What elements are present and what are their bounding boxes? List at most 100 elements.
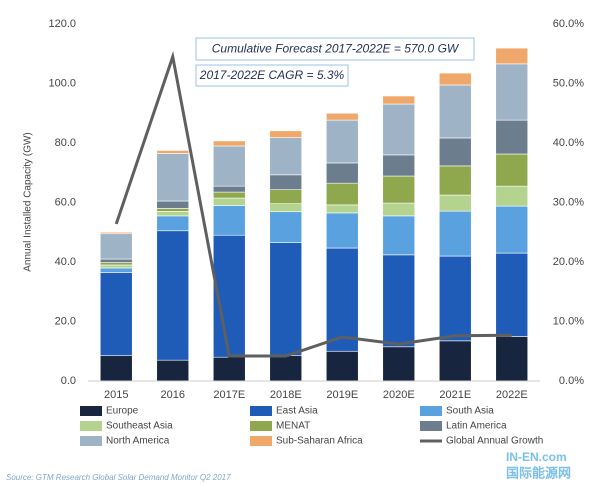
legend-label: South Asia: [446, 406, 494, 417]
bar-segment: [325, 112, 359, 121]
legend-label: Sub-Saharan Africa: [276, 436, 363, 447]
y-tick-label: 60.0: [55, 196, 76, 208]
growth-line: [114, 50, 512, 358]
y2-tick-label: 30.0%: [553, 196, 584, 208]
legend-label: Latin America: [446, 421, 507, 432]
x-tick-label: 2021E: [439, 389, 471, 401]
bar-segment: [382, 154, 416, 177]
bar-segment: [382, 175, 416, 204]
y-tick-label: 80.0: [55, 137, 76, 149]
y-tick-label: 40.0: [55, 256, 76, 268]
bar-segment: [495, 336, 529, 382]
y-tick-label: 120.0: [48, 18, 76, 30]
y-axis-label: Annual Installed Capacity (GW): [23, 132, 34, 272]
y2-tick-label: 0.0%: [559, 375, 584, 387]
watermark: IN-EN.com: [506, 450, 567, 464]
y-tick-label: 0.0: [61, 375, 76, 387]
bar-segment: [382, 103, 416, 156]
bar-segment: [269, 137, 303, 176]
bar-segment: [382, 254, 416, 348]
bar-segment: [156, 208, 190, 212]
bar-segment: [156, 211, 190, 217]
bar-segment: [99, 262, 133, 266]
bar-segment: [156, 230, 190, 361]
bar-segment: [212, 205, 246, 236]
bar-segment: [212, 197, 246, 206]
bar-segment: [156, 200, 190, 209]
bar-segment: [495, 153, 529, 187]
bar-segment: [269, 203, 303, 213]
legend-swatch: [250, 436, 272, 446]
watermark: 国际能源网: [506, 465, 571, 480]
bar-segment: [438, 137, 472, 167]
bar-segment: [269, 130, 303, 138]
bar-segment: [156, 359, 190, 382]
bar-segment: [382, 95, 416, 105]
bar-segment: [438, 84, 472, 139]
bar-segment: [325, 247, 359, 352]
annotation: 2017-2022E CAGR = 5.3%: [199, 68, 345, 82]
bar-segment: [438, 255, 472, 342]
legend-swatch: [80, 436, 102, 446]
legend-label: Europe: [106, 406, 139, 417]
legend-swatch: [80, 406, 102, 416]
y2-tick-label: 50.0%: [553, 77, 584, 89]
bar-segment: [212, 191, 246, 199]
bar-segment: [269, 211, 303, 243]
bar-segment: [495, 63, 529, 121]
annotation-box: [195, 37, 475, 61]
annotation-box: [195, 64, 349, 87]
bar-segment: [156, 150, 190, 154]
bar-segment: [99, 272, 133, 357]
bar-segment: [438, 210, 472, 257]
legend-swatch: [420, 421, 442, 431]
legend-label: North America: [106, 436, 170, 447]
bar-segment: [269, 242, 303, 357]
y2-tick-label: 20.0%: [553, 256, 584, 268]
bar-segment: [495, 205, 529, 254]
bar-segment: [212, 140, 246, 147]
bar-segment: [325, 182, 359, 206]
bar-segment: [495, 47, 529, 65]
bar-segment: [99, 231, 133, 235]
bar-segment: [495, 119, 529, 155]
legend-label: Global Annual Growth: [446, 436, 543, 447]
bar-segment: [325, 212, 359, 249]
bar-segment: [382, 202, 416, 217]
bar-segment: [382, 346, 416, 382]
bar-segment: [99, 233, 133, 260]
bar-segment: [99, 264, 133, 269]
bar-segment: [99, 267, 133, 273]
bar-segment: [325, 162, 359, 184]
y2-tick-label: 60.0%: [553, 18, 584, 30]
y2-tick-label: 40.0%: [553, 137, 584, 149]
bar-segment: [156, 215, 190, 232]
source: Source: GTM Research Global Solar Demand…: [6, 473, 231, 482]
legend-swatch: [250, 421, 272, 431]
bar-segment: [212, 356, 246, 382]
bar-segment: [438, 72, 472, 86]
legend-swatch: [250, 406, 272, 416]
legend-label: MENAT: [276, 421, 310, 432]
x-tick-label: 2015: [104, 389, 128, 401]
legend-swatch: [80, 421, 102, 431]
bar-segment: [495, 185, 529, 207]
bar-segment: [99, 258, 133, 263]
bar-segment: [212, 145, 246, 187]
bar-segment: [495, 252, 529, 337]
bar-segment: [438, 340, 472, 382]
bar-segment: [325, 204, 359, 214]
bar-segment: [438, 194, 472, 212]
x-tick-label: 2022E: [496, 389, 528, 401]
y2-tick-label: 10.0%: [553, 315, 584, 327]
y-tick-label: 20.0: [55, 315, 76, 327]
bar-segment: [156, 153, 190, 202]
x-tick-label: 2019E: [326, 389, 358, 401]
bar-segment: [438, 165, 472, 196]
bar-segment: [325, 119, 359, 164]
y-tick-label: 100.0: [48, 77, 76, 89]
bar-segment: [212, 185, 246, 193]
bar-segment: [99, 355, 133, 382]
bar-segment: [382, 215, 416, 256]
